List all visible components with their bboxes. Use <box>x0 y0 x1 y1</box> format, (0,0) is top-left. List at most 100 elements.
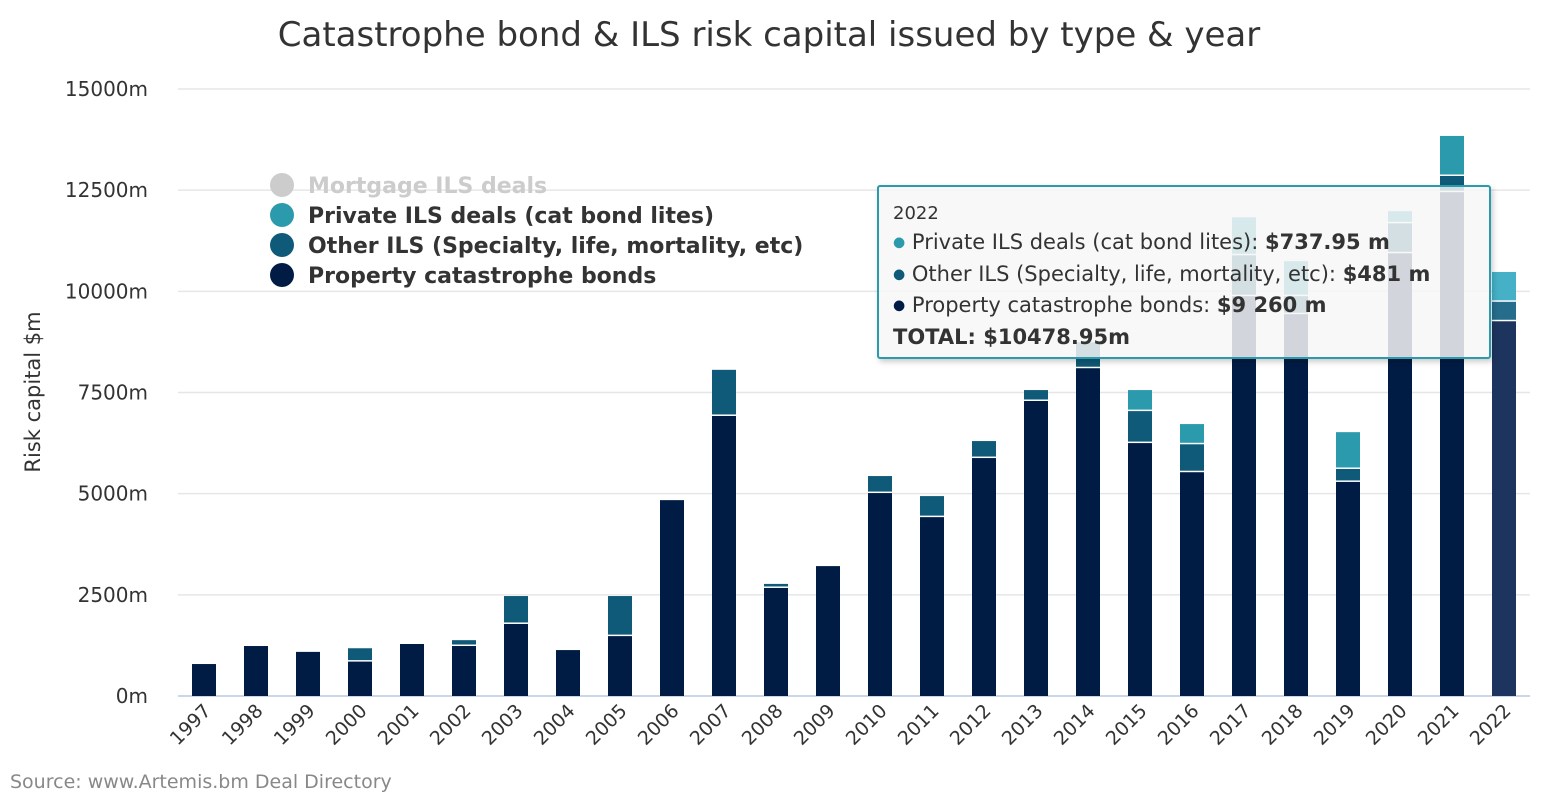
legend-marker-icon <box>270 263 294 287</box>
y-tick-label: 0m <box>116 684 148 708</box>
tooltip: 2022 ● Private ILS deals (cat bond lites… <box>877 185 1491 359</box>
bar-2000-other <box>348 648 372 661</box>
bar-2022-property <box>1492 321 1516 696</box>
bar-2011-other <box>920 496 944 516</box>
tooltip-year: 2022 <box>893 203 939 224</box>
bar-2005-other <box>608 596 632 635</box>
bar-2018-property <box>1284 314 1308 696</box>
x-tick-label: 2004 <box>530 700 580 750</box>
y-tick-label: 2500m <box>78 583 148 607</box>
source-credit[interactable]: Source: www.Artemis.bm Deal Directory <box>10 771 392 793</box>
x-tick-label: 1999 <box>270 700 320 750</box>
x-tick-label: 2011 <box>894 700 944 750</box>
bar-2017-property <box>1232 296 1256 696</box>
y-tick-label: 15000m <box>65 77 148 101</box>
x-tick-label: 1997 <box>166 700 216 750</box>
bar-2011-property <box>920 517 944 696</box>
bar-2003-other <box>504 596 528 623</box>
bar-2013-property <box>1024 400 1048 696</box>
legend-marker-icon <box>270 233 294 257</box>
bar-2007-other <box>712 369 736 415</box>
bar-2005-property <box>608 636 632 696</box>
x-tick-label: 2021 <box>1414 700 1464 750</box>
bar-2007-property <box>712 415 736 696</box>
bar-2015-private <box>1128 390 1152 410</box>
bar-2015-other <box>1128 411 1152 442</box>
bar-2009-property <box>816 566 840 696</box>
x-tick-label: 2022 <box>1466 700 1516 750</box>
bar-2013-other <box>1024 390 1048 400</box>
bar-2019-private <box>1336 432 1360 468</box>
bar-2021-private <box>1440 135 1464 175</box>
bar-2012-other <box>972 441 996 457</box>
bar-2002-property <box>452 646 476 696</box>
x-tick-label: 2000 <box>322 700 372 750</box>
x-tick-label: 2015 <box>1102 700 1152 750</box>
bar-2008-property <box>764 587 788 696</box>
bar-2006-property <box>660 500 684 696</box>
x-tick-label: 1998 <box>218 700 268 750</box>
y-axis-label: Risk capital $m <box>21 311 45 472</box>
x-tick-label: 2006 <box>634 700 684 750</box>
x-tick-label: 2005 <box>582 700 632 750</box>
bar-2014-property <box>1076 368 1100 696</box>
tooltip-total: TOTAL: $10478.95m <box>893 324 1130 349</box>
bar-2019-property <box>1336 481 1360 696</box>
bar-2022-other <box>1492 301 1516 320</box>
x-tick-label: 2013 <box>998 700 1048 750</box>
y-tick-label: 5000m <box>78 482 148 506</box>
x-tick-label: 2020 <box>1362 700 1412 750</box>
x-tick-label: 2008 <box>738 700 788 750</box>
bar-1999-property <box>296 651 320 696</box>
x-tick-label: 2001 <box>374 700 424 750</box>
bar-2015-property <box>1128 443 1152 696</box>
legend-label: Private ILS deals (cat bond lites) <box>308 204 714 229</box>
legend-item-3[interactable]: Property catastrophe bonds <box>270 263 656 289</box>
x-tick-label: 2010 <box>842 700 892 750</box>
legend-label: Mortgage ILS deals <box>308 174 547 199</box>
x-tick-label: 2002 <box>426 700 476 750</box>
bar-1998-property <box>244 646 268 696</box>
x-tick-label: 2019 <box>1310 700 1360 750</box>
bar-1997-property <box>192 664 216 696</box>
legend-label: Other ILS (Specialty, life, mortality, e… <box>308 234 803 259</box>
bar-2022-private <box>1492 271 1516 301</box>
x-tick-label: 2018 <box>1258 700 1308 750</box>
legend-item-1[interactable]: Private ILS deals (cat bond lites) <box>270 203 714 229</box>
y-tick-label: 12500m <box>65 178 148 202</box>
bar-2003-property <box>504 623 528 696</box>
bar-2016-other <box>1180 444 1204 471</box>
bar-2004-property <box>556 650 580 696</box>
legend-marker-icon <box>270 203 294 227</box>
x-tick-label: 2016 <box>1154 700 1204 750</box>
tooltip-row-private: ● Private ILS deals (cat bond lites): $7… <box>893 230 1390 254</box>
x-tick-label: 2012 <box>946 700 996 750</box>
bar-2001-property <box>400 644 424 696</box>
tooltip-row-other: ● Other ILS (Specialty, life, mortality,… <box>893 261 1431 286</box>
bar-2000-property <box>348 661 372 696</box>
legend-item-0[interactable]: Mortgage ILS deals <box>270 173 547 199</box>
bar-2010-property <box>868 493 892 696</box>
x-tick-label: 2017 <box>1206 700 1256 750</box>
bar-2016-property <box>1180 472 1204 696</box>
y-tick-label: 7500m <box>78 381 148 405</box>
bar-2010-other <box>868 476 892 492</box>
x-tick-label: 2014 <box>1050 700 1100 750</box>
x-tick-label: 2007 <box>686 700 736 750</box>
bar-2019-other <box>1336 468 1360 481</box>
bar-2008-other <box>764 583 788 587</box>
bar-2016-private <box>1180 424 1204 443</box>
bar-2002-other <box>452 640 476 645</box>
y-tick-label: 10000m <box>65 279 148 303</box>
other-dot-icon: ● <box>893 266 906 282</box>
legend-label: Property catastrophe bonds <box>308 264 656 289</box>
tooltip-row-property: ● Property catastrophe bonds: $9 260 m <box>893 293 1327 317</box>
legend-item-2[interactable]: Other ILS (Specialty, life, mortality, e… <box>270 233 803 259</box>
private-dot-icon: ● <box>893 234 906 251</box>
x-tick-label: 2003 <box>478 700 528 750</box>
bar-2012-property <box>972 458 996 696</box>
x-tick-label: 2009 <box>790 700 840 750</box>
legend-marker-icon <box>270 173 294 197</box>
